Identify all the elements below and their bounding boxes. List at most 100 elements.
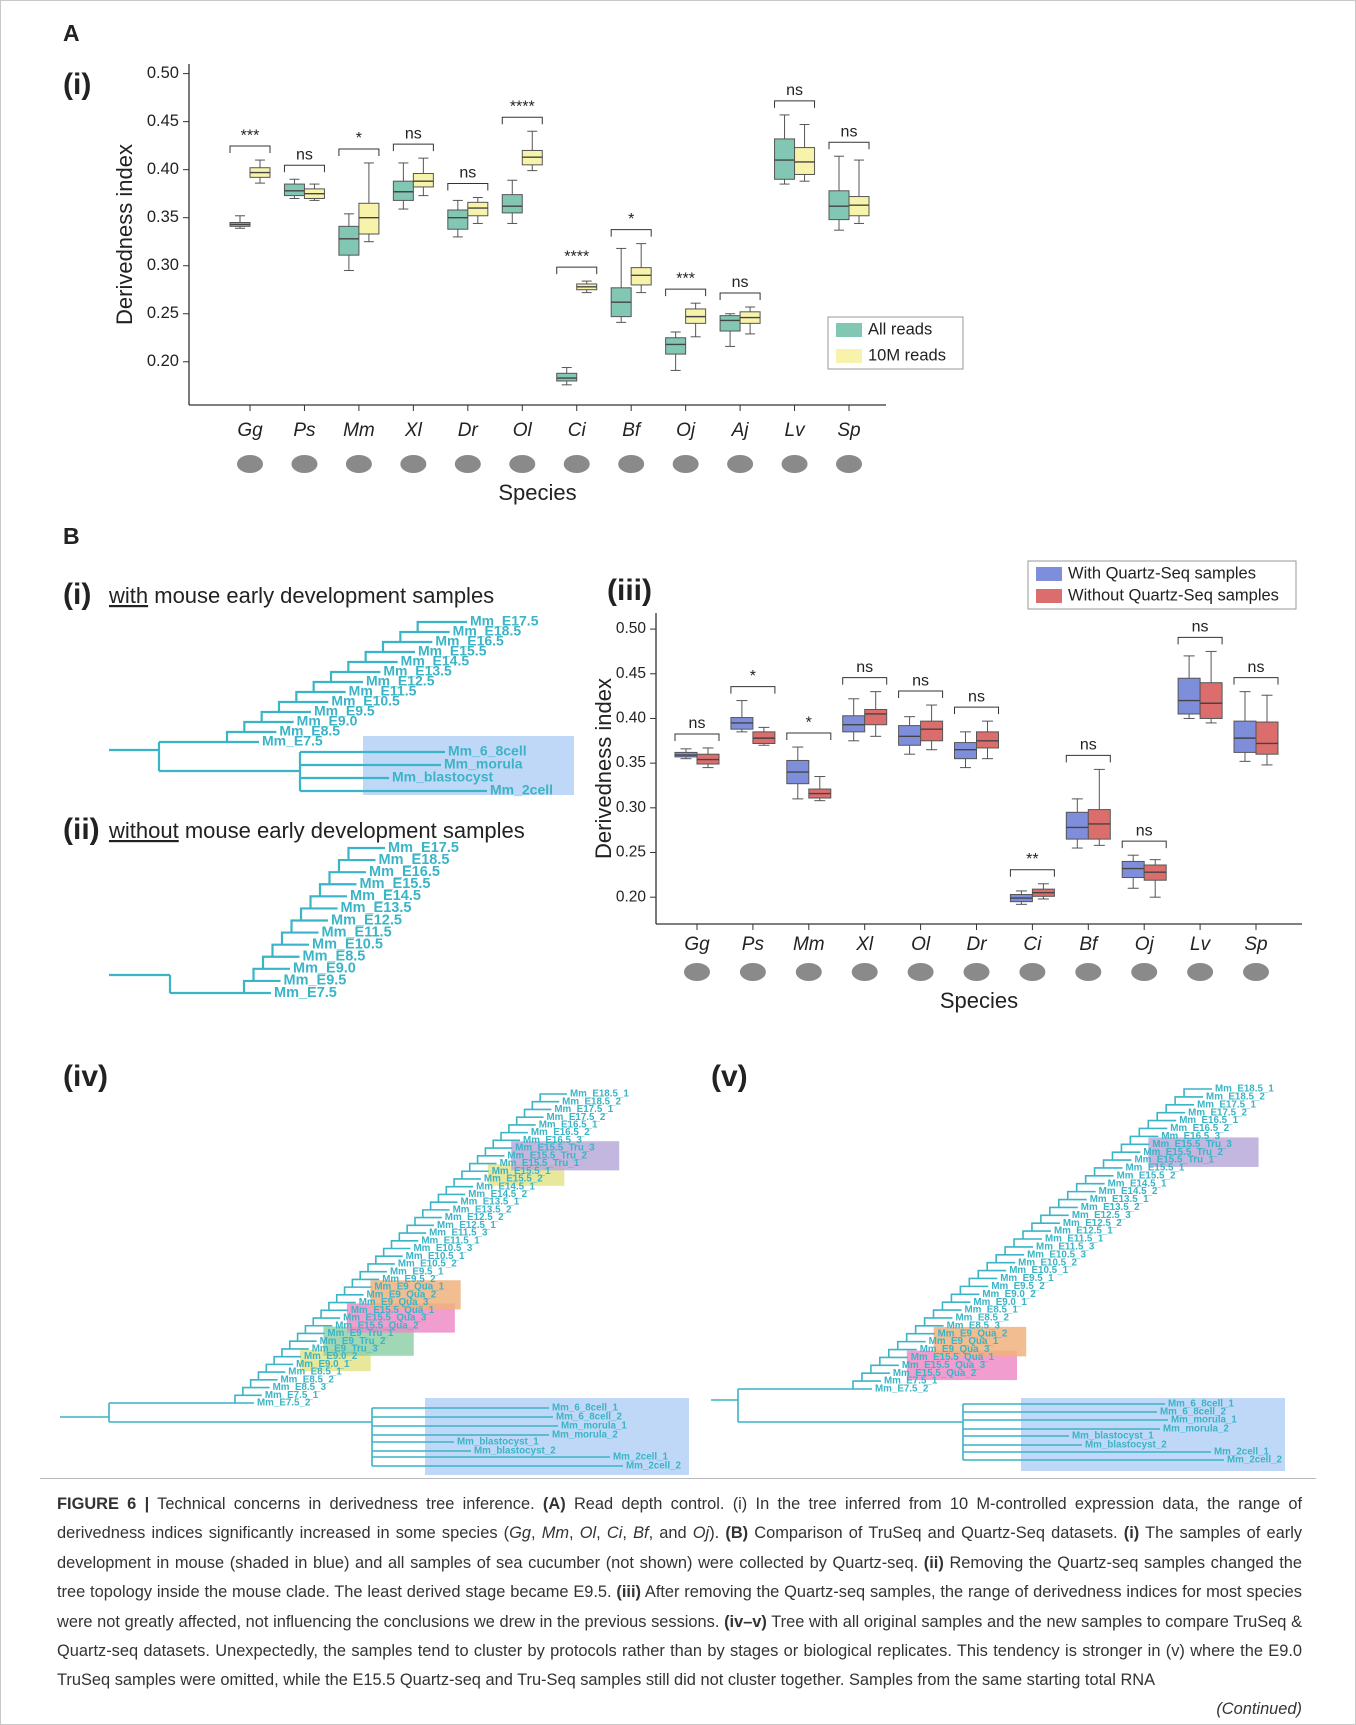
leaf-label: Mm_E8.5 [279,723,340,739]
caption-text: Removing the Quartz-seq samples changed … [57,1553,1302,1602]
significance-bracket [283,164,325,173]
leaf-label: Mm_E7.5_1 [265,1390,319,1401]
leaf-label: Mm_E17.5_1 [554,1104,613,1115]
leaf-label: Mm_E12.5_1 [1054,1226,1113,1237]
x-tick-label: Oj [676,420,696,441]
panel-label: B [63,523,80,549]
leaf-label: Mm_E15.5_1 [1126,1163,1185,1174]
leaf-label: Mm_E11.5_1 [1045,1234,1104,1245]
leaf-label: Mm_blastocyst_1 [457,1437,539,1448]
legend-label: 10M reads [868,346,946,364]
leaf-label: Mm_E10.5_2 [398,1259,457,1270]
box [665,337,687,355]
x-tick-label: Ps [293,420,316,441]
x-tick-label: Lv [785,420,807,441]
leaf-label: Mm_E16.5 [369,864,440,880]
y-tick-label: 0.50 [616,620,647,637]
legend-swatch [836,323,862,337]
caption-text: , and [648,1524,693,1543]
box [1065,811,1089,840]
caption-text: (A) [542,1495,566,1513]
x-tick-label: Bf [1079,934,1099,955]
tree-title-part: with [108,583,148,608]
significance-bracket [842,677,888,685]
species-icon [1243,963,1269,981]
tree-title: with mouse early development samples [108,583,494,608]
leaf-label: Mm_blastocyst_2 [474,1446,556,1457]
leaf-label: Mm_morula [444,756,523,772]
leaf-label: Mm_E12.5_2 [445,1212,504,1223]
group-shading [1148,1137,1259,1167]
significance-label: * [356,130,362,147]
y-tick-label: 0.45 [147,112,179,130]
box [338,225,360,256]
caption-rule [40,1478,1316,1479]
significance-label: ns [689,715,706,732]
y-axis-title: Derivedness index [112,144,137,325]
leaf-label: Mm_E10.5_2 [1018,1257,1077,1268]
leaf-label: Mm_E15.5_2 [484,1174,543,1185]
box [283,183,305,197]
chart-label: (iii) [607,574,652,607]
box [848,196,870,217]
caption-text: (ii) [923,1553,944,1572]
leaf-label: Mm_E9.0_2 [304,1351,358,1362]
leaf-label: Mm_6_8cell_2 [1160,1407,1226,1418]
species-icon [400,455,427,473]
significance-bracket [1177,636,1223,645]
leaf-label: Mm_E15.5 [418,643,487,659]
leaf-label: Mm_E12.5 [366,673,435,689]
leaf-label: Mm_E17.5_1 [1197,1099,1256,1110]
box [842,715,866,733]
species-icon [963,963,990,981]
x-tick-label: Xl [855,934,874,955]
x-axis-title: Species [940,988,1018,1013]
species-icon [851,963,878,981]
leaf-label: Mm_E10.5_3 [414,1243,473,1254]
leaf-label: Mm_E12.5_3 [1072,1210,1131,1221]
tree-branches [109,620,487,793]
caption-text: Comparison of TruSeq and Quartz-Seq data… [748,1524,1124,1543]
species-icon [509,455,536,473]
leaf-label: Mm_E9_Qua_2 [938,1328,1008,1339]
leaf-label: Mm_E14.5_1 [1108,1178,1167,1189]
significance-label: ns [912,672,929,689]
continued-note: (Continued) [1216,1700,1302,1718]
leaf-label: Mm_E15.5_Tru_1 [1134,1155,1214,1166]
leaf-label: Mm_E10.5_1 [1009,1265,1068,1276]
leaf-label: Mm_E15.5_Qua_1 [351,1305,435,1316]
x-tick-label: Ol [911,934,931,955]
box [556,372,578,382]
leaf-label: Mm_E9_Tru_1 [327,1328,393,1339]
significance-bracket [774,100,816,108]
tree-title-part: mouse early development samples [148,583,494,608]
legend-label: With Quartz-Seq samples [1068,564,1256,582]
caption-text: (iii) [616,1583,641,1602]
species-icon [1075,963,1102,981]
species-icon [454,455,481,473]
caption-label: FIGURE 6 | [57,1495,150,1513]
significance-bracket [610,229,652,237]
y-tick-label: 0.30 [147,256,179,274]
significance-bracket [229,145,271,154]
legend-label: Without Quartz-Seq samples [1068,586,1279,604]
y-tick-label: 0.20 [147,352,179,370]
leaf-label: Mm_E9.5_2 [991,1281,1045,1292]
leaf-label: Mm_E9_Qua_3 [920,1344,990,1355]
significance-bracket [665,288,707,297]
significance-bracket [674,733,720,741]
leaf-label: Mm_E17.5 [470,613,539,629]
tree-title-part: mouse early development samples [179,818,525,843]
leaf-label: Mm_E9_Tru_3 [312,1344,378,1355]
leaf-label: Mm_E9.0 [293,961,356,977]
y-tick-label: 0.25 [616,844,646,861]
caption-text: After removing the Quartz-seq samples, t… [57,1583,1302,1631]
leaf-label: Mm_E9.5 [284,973,347,989]
y-tick-label: 0.35 [616,754,646,771]
leaf-label: Mm_E14.5 [350,888,421,904]
x-tick-label: Mm [343,420,375,441]
significance-bracket [501,116,543,125]
significance-bracket [898,690,944,699]
species-icon [684,963,710,981]
